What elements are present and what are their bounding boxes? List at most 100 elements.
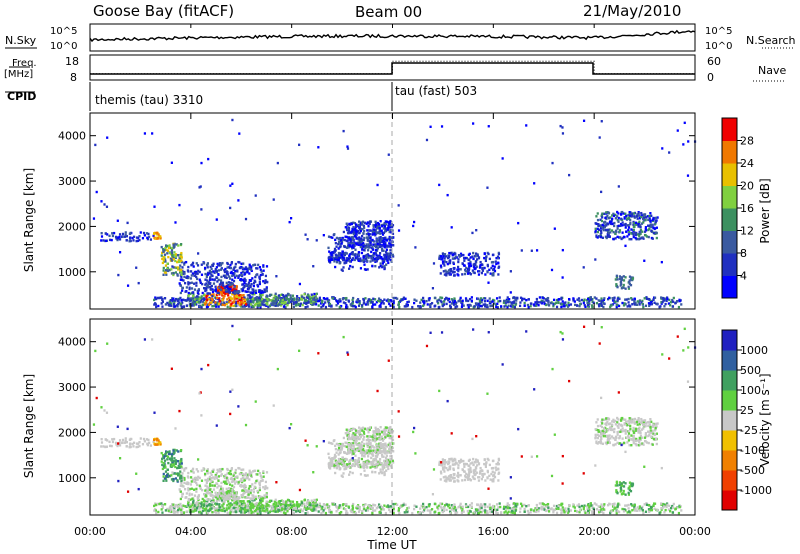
power-cell: [608, 235, 611, 239]
velocity-cell: [275, 504, 278, 507]
power-cell: [173, 251, 176, 254]
velocity-cell: [333, 503, 337, 506]
power-cell: [314, 303, 318, 306]
power-cell: [314, 296, 318, 299]
power-cell: [601, 212, 604, 215]
power-cell: [363, 229, 366, 233]
velocity-cell: [274, 498, 277, 502]
power-cell: [223, 269, 226, 272]
velocity-cell: [519, 507, 522, 510]
power-cell: [241, 266, 244, 270]
power-cell: [220, 267, 223, 270]
power-cell: [317, 304, 320, 307]
velocity-cell: [573, 506, 576, 509]
velocity-cell: [525, 504, 528, 508]
power-cell: [170, 258, 173, 261]
velocity-cell: [250, 475, 253, 479]
power-cell: [619, 218, 622, 221]
velocity-cell: [610, 510, 613, 513]
power-cell: [443, 298, 447, 301]
power-cell: [330, 258, 333, 261]
power-cell: [275, 301, 279, 304]
velocity-cell: [294, 510, 298, 513]
power-cell: [634, 221, 638, 225]
power-cell: [612, 214, 616, 217]
velocity-cell: [252, 496, 255, 499]
power-cell: [209, 275, 212, 279]
power-cell: [258, 304, 261, 307]
power-cell: [284, 297, 288, 300]
power-cell: [178, 282, 181, 285]
velocity-cell: [665, 505, 668, 508]
velocity-cell: [206, 490, 209, 493]
velocity-cell: [283, 508, 286, 511]
velocity-cell: [311, 502, 314, 505]
power-cell: [369, 241, 372, 244]
power-cell: [215, 276, 218, 279]
power-cell: [337, 254, 340, 257]
power-cell: [296, 295, 299, 298]
power-cell: [162, 273, 165, 277]
power-cell: [228, 288, 231, 291]
power-cell: [187, 270, 190, 273]
velocity-cell: [402, 503, 405, 507]
power-cell: [599, 229, 603, 233]
power-cell: [229, 287, 232, 291]
power-cell: [636, 300, 639, 303]
velocity-cell: [498, 502, 501, 505]
power-cell: [347, 229, 351, 232]
power-cell: [353, 221, 357, 225]
power-cell: [607, 228, 610, 232]
velocity-cell: [224, 473, 227, 477]
power-cell: [235, 288, 238, 292]
power-cell: [247, 290, 250, 293]
power-cell: [344, 301, 347, 305]
power-cell: [210, 273, 213, 276]
velocity-cell: [658, 511, 661, 515]
velocity-cell: [466, 509, 469, 513]
power-cell: [237, 292, 240, 295]
velocity-cell: [310, 506, 313, 509]
power-cell: [493, 269, 497, 273]
power-cell: [388, 238, 391, 241]
power-cell: [205, 285, 208, 288]
power-cell: [365, 222, 368, 225]
power-cell: [105, 205, 109, 208]
power-cell: [166, 267, 169, 271]
velocity-cell: [179, 508, 182, 511]
power-cell: [600, 231, 603, 235]
power-cell: [406, 301, 409, 304]
velocity-cell: [422, 502, 425, 506]
power-cell: [670, 301, 673, 304]
velocity-cell: [491, 506, 494, 509]
power-cell: [324, 297, 327, 301]
power-cell: [341, 255, 344, 259]
velocity-cell: [344, 507, 347, 511]
power-cell: [641, 299, 644, 303]
velocity-cell: [181, 492, 184, 496]
velocity-cell: [172, 509, 176, 512]
power-cell: [640, 215, 643, 219]
velocity-cell: [244, 504, 247, 508]
power-cell: [225, 276, 228, 280]
power-cell: [124, 233, 127, 237]
velocity-cell: [250, 488, 253, 492]
velocity-cell: [252, 494, 255, 497]
power-cell: [236, 295, 239, 299]
velocity-cell: [440, 502, 444, 506]
velocity-cell: [242, 489, 245, 492]
velocity-cell: [577, 503, 581, 506]
power-cell: [633, 212, 636, 215]
velocity-cell: [219, 509, 222, 512]
power-cell: [220, 293, 224, 296]
power-cell: [383, 255, 386, 259]
velocity-cell: [363, 507, 366, 511]
power-cell: [600, 297, 603, 300]
power-cell: [230, 289, 233, 292]
power-cell: [208, 282, 212, 285]
velocity-cell: [195, 509, 198, 512]
power-cell: [660, 302, 663, 305]
power-cell: [224, 292, 227, 295]
velocity-cell: [163, 503, 167, 506]
power-cell: [240, 298, 243, 301]
